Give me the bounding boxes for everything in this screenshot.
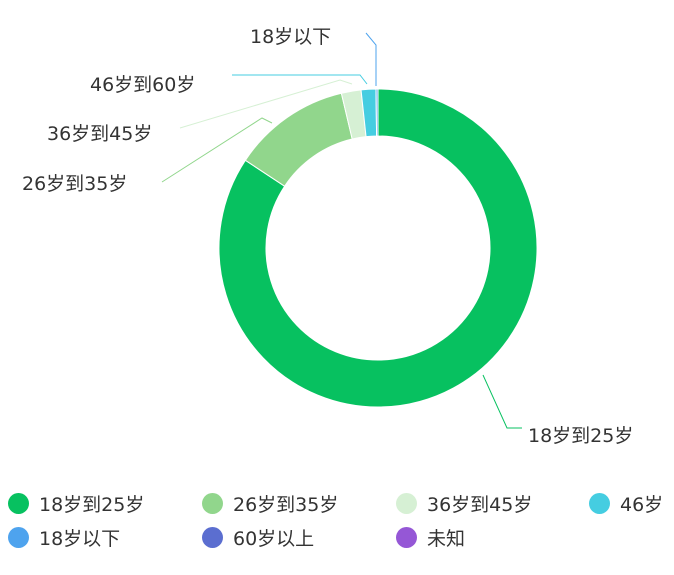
legend-swatch-over-60 (202, 526, 223, 548)
leader-line-26-35 (161, 117, 273, 183)
legend-label-over-60: 60岁以上 (233, 527, 315, 550)
legend-item-unknown[interactable]: 未知 (396, 524, 465, 551)
legend-item-26-35[interactable]: 26岁到35岁 (202, 490, 396, 517)
donut-slices (218, 88, 538, 408)
legend-swatch-26-35 (202, 492, 223, 514)
legend-swatch-18-25 (8, 492, 29, 514)
legend-row-1: 18岁到25岁 26岁到35岁 36岁到45岁 46岁 (8, 486, 674, 520)
legend-label-under-18: 18岁以下 (39, 527, 121, 550)
chart-legend: 18岁到25岁 26岁到35岁 36岁到45岁 46岁 18岁以下 60岁以上 … (8, 486, 674, 554)
legend-swatch-36-45 (396, 492, 417, 514)
legend-item-under-18[interactable]: 18岁以下 (8, 524, 202, 551)
legend-label-46: 46岁 (620, 493, 664, 516)
callout-label-36-45[interactable]: 36岁到45岁 (47, 123, 152, 145)
legend-label-unknown: 未知 (427, 527, 466, 550)
leader-line-46-60 (232, 74, 368, 85)
callout-label-46-60[interactable]: 46岁到60岁 (90, 74, 195, 96)
legend-label-26-35: 26岁到35岁 (233, 493, 339, 516)
legend-item-36-45[interactable]: 36岁到45岁 (396, 490, 589, 517)
callout-group: 18岁到25岁 26岁到35岁 36岁到45岁 46岁到60岁 18岁以下 (22, 26, 633, 447)
donut-slice-4[interactable] (375, 88, 379, 137)
leader-line-36-45 (179, 79, 353, 129)
callout-label-18-25[interactable]: 18岁到25岁 (528, 425, 633, 447)
callout-label-26-35[interactable]: 26岁到35岁 (22, 173, 127, 195)
legend-label-36-45: 36岁到45岁 (427, 493, 533, 516)
legend-label-18-25: 18岁到25岁 (39, 493, 145, 516)
leader-line-18-25 (482, 374, 522, 429)
legend-swatch-under-18 (8, 526, 29, 548)
legend-row-2: 18岁以下 60岁以上 未知 (8, 520, 674, 554)
legend-item-18-25[interactable]: 18岁到25岁 (8, 490, 202, 517)
legend-swatch-46 (589, 492, 610, 514)
callout-label-under-18[interactable]: 18岁以下 (250, 26, 331, 48)
legend-item-46[interactable]: 46岁 (589, 490, 663, 517)
donut-slice-0[interactable] (218, 88, 538, 408)
leader-line-under-18 (365, 32, 377, 86)
legend-item-over-60[interactable]: 60岁以上 (202, 524, 396, 551)
legend-swatch-unknown (396, 526, 417, 548)
